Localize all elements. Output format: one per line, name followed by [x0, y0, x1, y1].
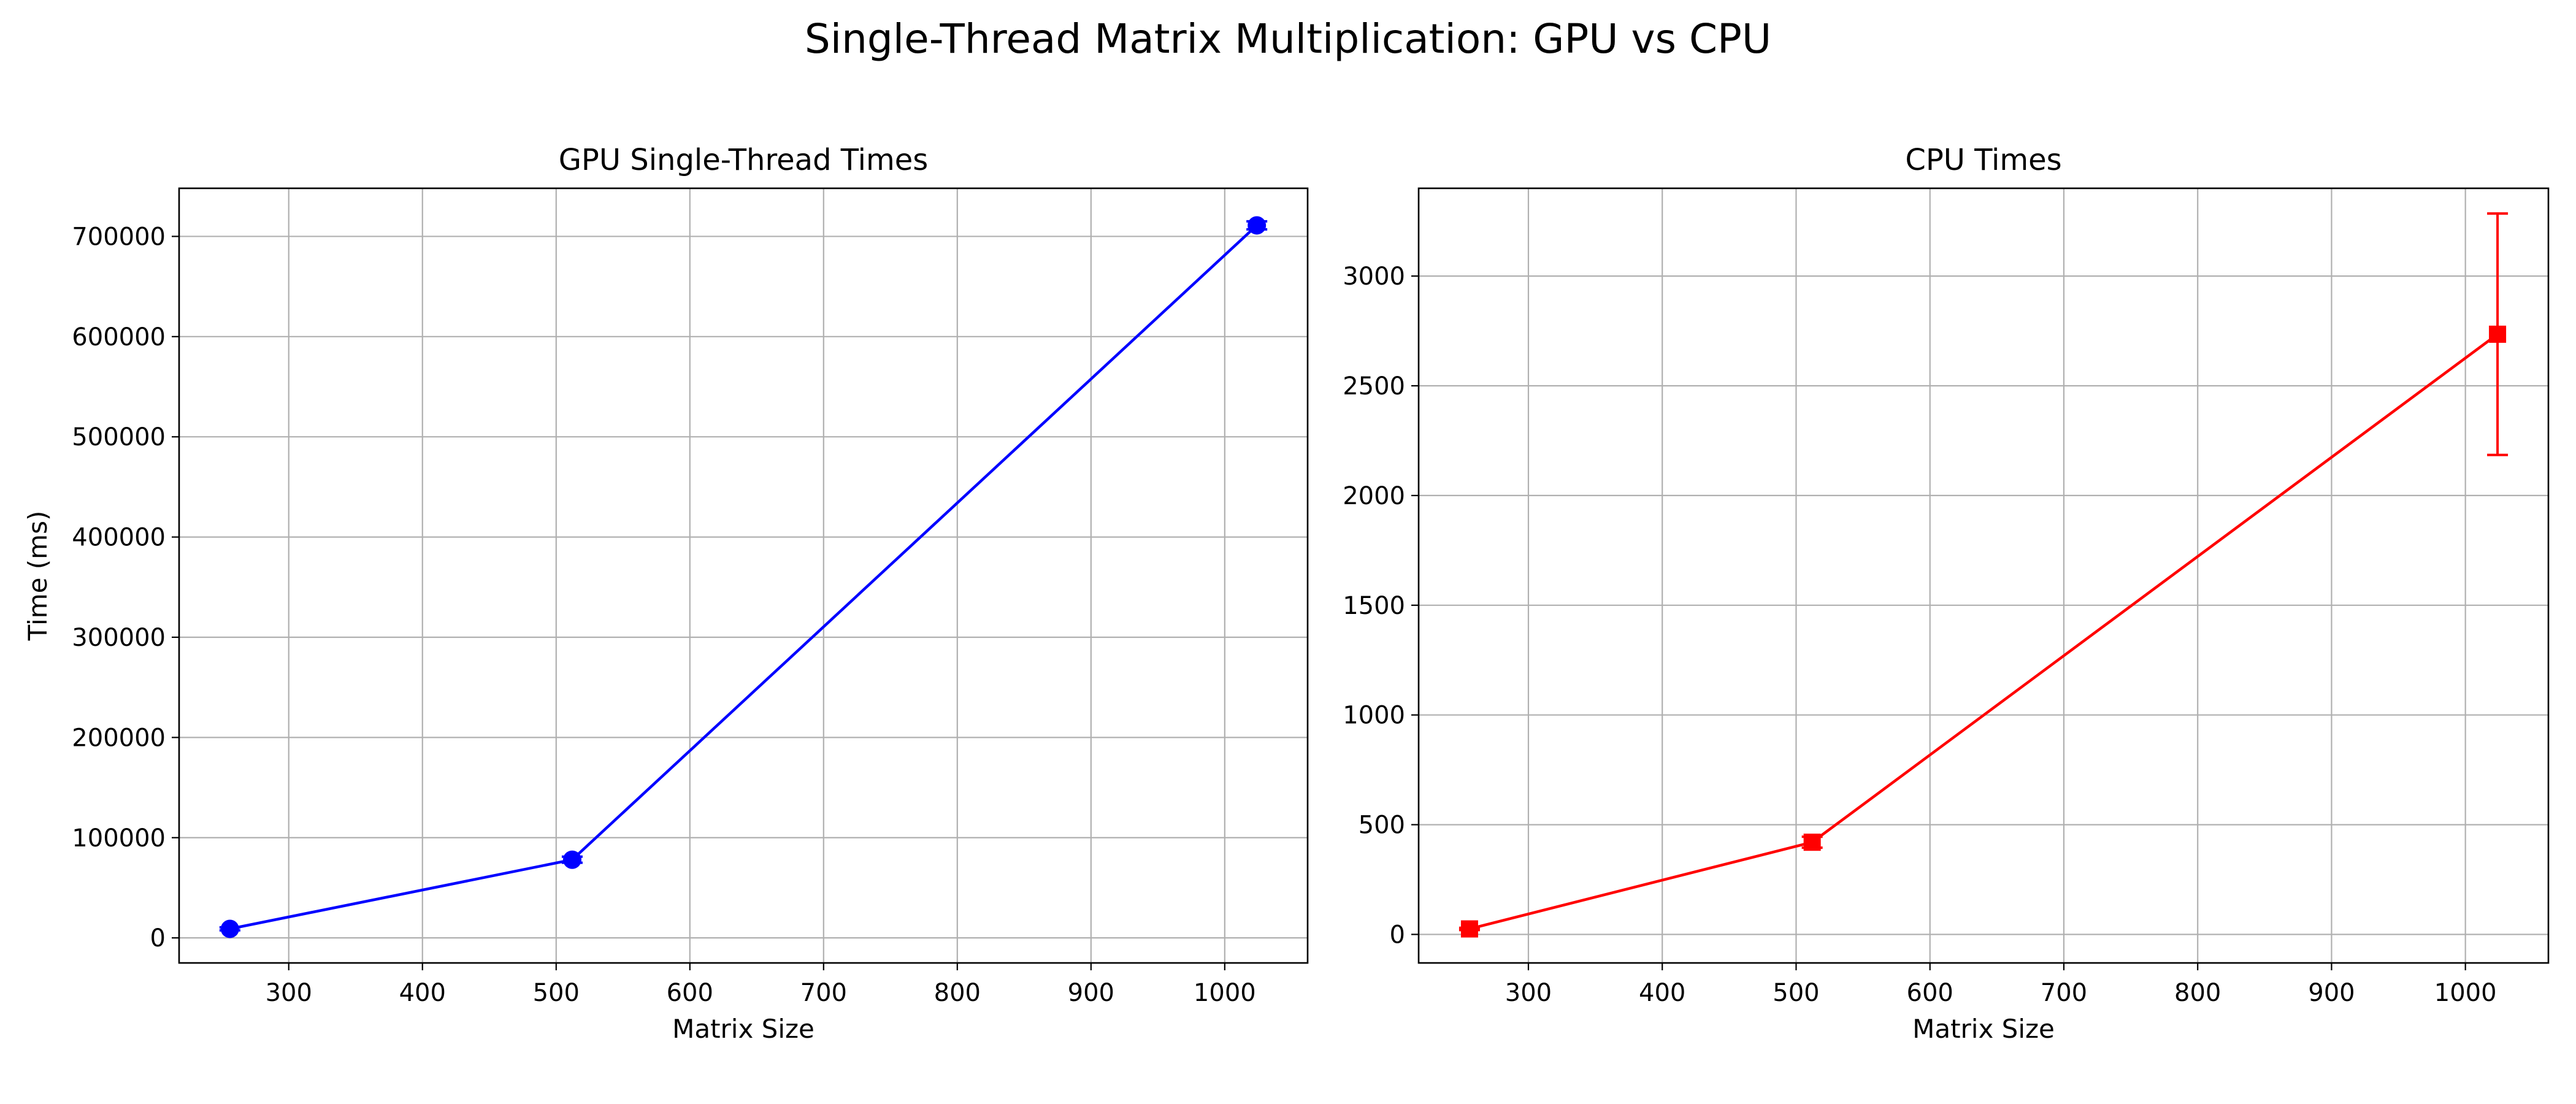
cpu-series-line: [1469, 333, 2499, 930]
cpu-data-point: [1803, 834, 1821, 851]
cpu-y-tick-label: 500: [1359, 811, 1405, 840]
gpu-series-line: [229, 224, 1258, 930]
cpu-chart-title: CPU Times: [1905, 143, 2061, 177]
cpu-x-tick-label: 600: [1907, 979, 1953, 1007]
gpu-x-tick-label: 600: [667, 979, 713, 1007]
cpu-x-tick-label: 400: [1639, 979, 1685, 1007]
gpu-y-tick-label: 600000: [72, 323, 166, 351]
cpu-plot-frame: [1417, 187, 2550, 964]
gpu-plot-area: [172, 187, 1309, 970]
gpu-x-tick-label: 500: [533, 979, 580, 1007]
gpu-y-tick-label: 500000: [72, 423, 166, 451]
gpu-y-tick-label: 0: [150, 924, 166, 953]
gpu-y-tick-label: 300000: [72, 624, 166, 652]
gpu-y-tick-label: 100000: [72, 824, 166, 853]
gpu-x-axis-label: Matrix Size: [672, 1014, 815, 1044]
gpu-y-tick-label: 400000: [72, 524, 166, 552]
cpu-y-tick-label: 3000: [1343, 263, 1405, 291]
cpu-plot-area: [1411, 187, 2550, 970]
cpu-x-tick-label: 800: [2174, 979, 2221, 1007]
gpu-x-tick-label: 900: [1068, 979, 1114, 1007]
gpu-x-tick-label: 700: [800, 979, 847, 1007]
cpu-y-tick-label: 0: [1390, 921, 1405, 949]
cpu-data-point: [1460, 920, 1478, 938]
gpu-chart-title: GPU Single-Thread Times: [559, 143, 929, 177]
cpu-y-tick-label: 2000: [1343, 482, 1405, 510]
gpu-y-axis-label: Time (ms): [23, 511, 53, 642]
gpu-data-point: [220, 919, 239, 938]
gpu-plot-frame: [178, 187, 1309, 964]
gpu-x-tick-label: 1000: [1194, 979, 1256, 1007]
gpu-data-point: [562, 850, 581, 869]
cpu-y-tick-label: 2500: [1343, 372, 1405, 401]
cpu-data-point: [2489, 325, 2507, 343]
gpu-y-tick-label: 200000: [72, 724, 166, 752]
gpu-x-tick-label: 300: [266, 979, 312, 1007]
cpu-y-tick-label: 1000: [1343, 702, 1405, 730]
gpu-x-tick-label: 800: [934, 979, 981, 1007]
cpu-x-tick-label: 1000: [2434, 979, 2497, 1007]
gpu-y-tick-label: 700000: [72, 223, 166, 251]
cpu-x-tick-label: 900: [2308, 979, 2355, 1007]
cpu-x-tick-label: 300: [1505, 979, 1552, 1007]
cpu-x-axis-label: Matrix Size: [1912, 1014, 2055, 1044]
cpu-x-tick-label: 500: [1773, 979, 1819, 1007]
cpu-y-tick-label: 1500: [1343, 592, 1405, 620]
figure-title: Single-Thread Matrix Multiplication: GPU…: [804, 15, 1772, 63]
gpu-data-point: [1248, 216, 1267, 235]
gpu-x-tick-label: 400: [399, 979, 446, 1007]
cpu-x-tick-label: 700: [2041, 979, 2087, 1007]
